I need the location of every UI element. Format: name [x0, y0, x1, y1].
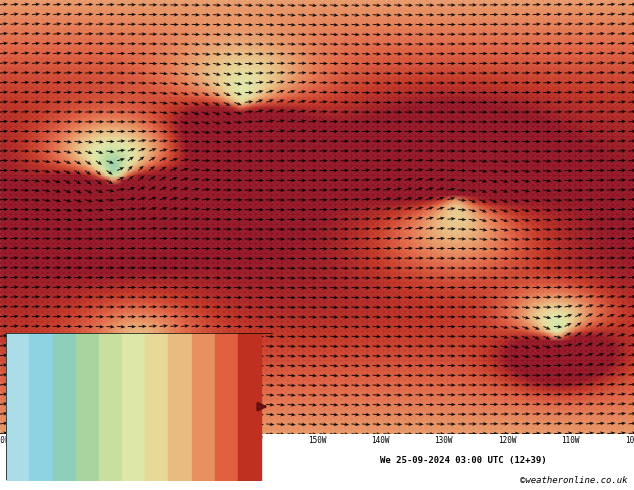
- Text: 150W: 150W: [307, 437, 327, 445]
- Text: 110W: 110W: [561, 437, 580, 445]
- Text: 140W: 140W: [371, 437, 390, 445]
- Text: 120W: 120W: [498, 437, 517, 445]
- Text: 100W: 100W: [624, 437, 634, 445]
- Text: 160W: 160W: [244, 437, 263, 445]
- Text: 170E: 170E: [54, 437, 73, 445]
- Text: 170W: 170W: [181, 437, 200, 445]
- Text: 130W: 130W: [434, 437, 453, 445]
- Text: 180E: 180E: [0, 437, 10, 445]
- Text: Surface wind (bft)  ECMWF: Surface wind (bft) ECMWF: [6, 456, 141, 465]
- Text: We 25-09-2024 03:00 UTC (12+39): We 25-09-2024 03:00 UTC (12+39): [380, 456, 547, 465]
- Text: 180: 180: [120, 437, 134, 445]
- Text: ©weatheronline.co.uk: ©weatheronline.co.uk: [520, 476, 628, 485]
